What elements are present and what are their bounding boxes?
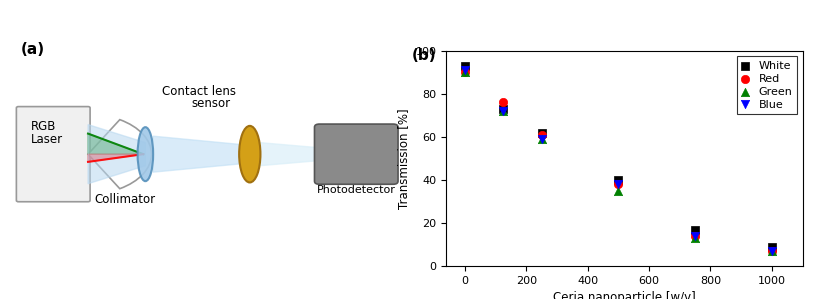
Text: 콘택트렌즈형 능동발색센서 반사 및 투과도 분석: 콘택트렌즈형 능동발색센서 반사 및 투과도 분석 xyxy=(291,8,528,26)
Polygon shape xyxy=(153,136,247,172)
Green xyxy=(612,188,625,193)
Polygon shape xyxy=(88,154,143,162)
FancyBboxPatch shape xyxy=(314,124,398,184)
Red xyxy=(459,70,472,75)
White xyxy=(689,227,702,232)
White xyxy=(612,178,625,182)
Blue xyxy=(496,109,509,114)
Polygon shape xyxy=(88,134,143,154)
Text: (a): (a) xyxy=(20,42,44,57)
Polygon shape xyxy=(260,143,319,166)
Green xyxy=(459,70,472,75)
Red xyxy=(535,132,548,137)
Polygon shape xyxy=(88,125,146,184)
Y-axis label: Transmission [%]: Transmission [%] xyxy=(397,108,410,209)
Red xyxy=(496,100,509,105)
Text: (b): (b) xyxy=(412,48,437,63)
Blue xyxy=(612,182,625,187)
Legend: White, Red, Green, Blue: White, Red, Green, Blue xyxy=(736,57,797,114)
Text: Laser: Laser xyxy=(31,132,63,146)
Text: Collimator: Collimator xyxy=(94,193,156,206)
Green xyxy=(765,249,778,254)
White xyxy=(459,63,472,68)
Text: sensor: sensor xyxy=(192,97,230,110)
White xyxy=(496,106,509,111)
Red xyxy=(765,249,778,254)
Green xyxy=(535,137,548,141)
Text: Contact lens: Contact lens xyxy=(161,85,236,98)
Text: RGB: RGB xyxy=(31,120,56,133)
Blue xyxy=(459,68,472,73)
Red xyxy=(689,234,702,238)
Blue xyxy=(535,137,548,141)
Green xyxy=(496,109,509,114)
Green xyxy=(689,236,702,240)
Red xyxy=(612,182,625,187)
Text: Photodetector: Photodetector xyxy=(317,185,396,195)
FancyBboxPatch shape xyxy=(16,107,90,202)
Blue xyxy=(765,249,778,254)
Ellipse shape xyxy=(239,126,260,182)
Wedge shape xyxy=(88,120,152,189)
X-axis label: Ceria nanoparticle [w/v]: Ceria nanoparticle [w/v] xyxy=(553,292,696,299)
White xyxy=(535,130,548,135)
White xyxy=(765,244,778,249)
Blue xyxy=(689,234,702,238)
Ellipse shape xyxy=(138,127,153,181)
